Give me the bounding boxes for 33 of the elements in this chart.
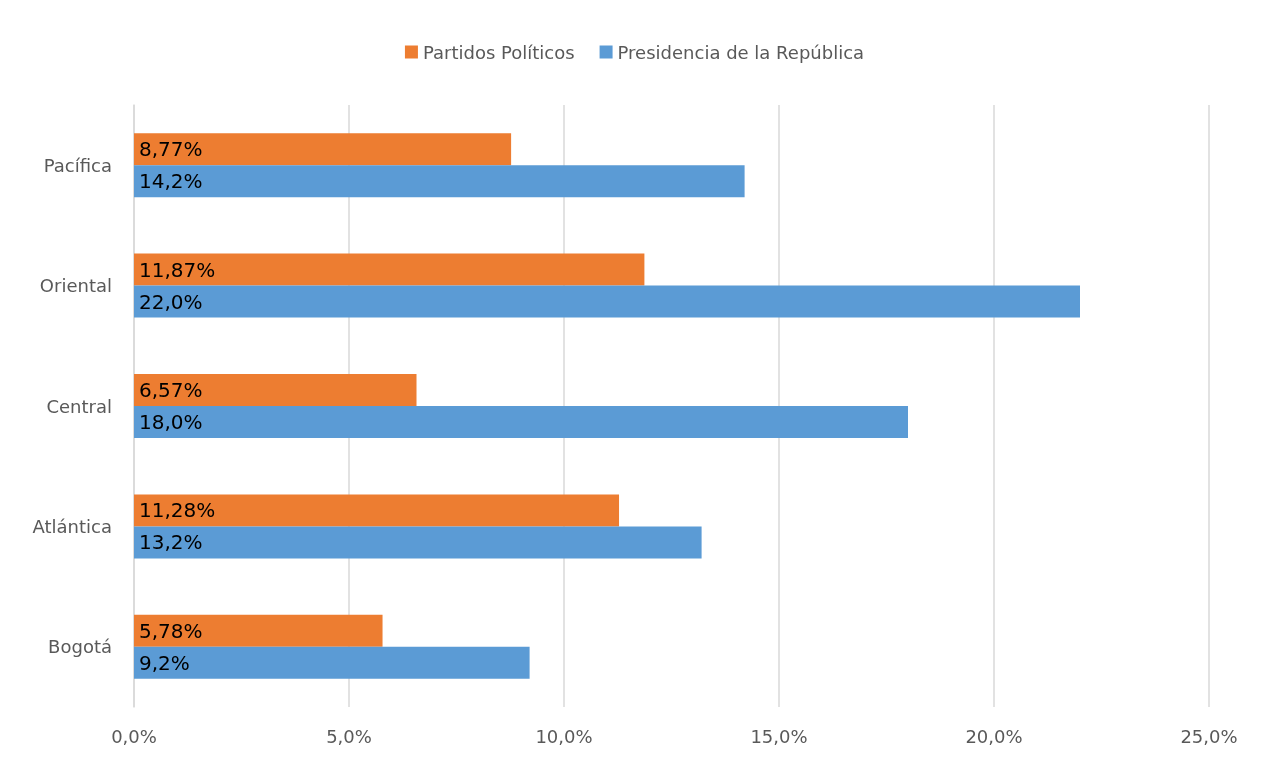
data-label: 11,28%	[139, 498, 216, 523]
data-label: 14,2%	[139, 169, 203, 194]
data-label: 22,0%	[139, 289, 203, 314]
data-label: 5,78%	[139, 618, 203, 643]
data-label: 8,77%	[139, 137, 203, 162]
x-tick-label: 10,0%	[535, 725, 593, 747]
y-tick-label: Atlántica	[32, 515, 112, 537]
data-label: 11,87%	[139, 257, 216, 282]
bar	[134, 374, 417, 406]
bar	[134, 165, 745, 198]
bar	[134, 494, 620, 527]
x-tick-label: 25,0%	[1180, 725, 1238, 747]
bar	[134, 133, 512, 166]
bar	[134, 646, 530, 679]
bar	[134, 253, 645, 286]
bar	[134, 614, 383, 647]
y-tick-label: Bogotá	[48, 636, 112, 658]
legend-label: Presidencia de la República	[617, 41, 865, 63]
data-label: 13,2%	[139, 530, 203, 555]
bar	[134, 285, 1080, 318]
data-label: 6,57%	[139, 378, 203, 402]
x-tick-label: 5,0%	[326, 725, 372, 747]
y-tick-label: Pacífica	[43, 154, 112, 176]
bar	[134, 526, 702, 559]
data-label: 9,2%	[139, 650, 190, 675]
x-tick-label: 0,0%	[111, 725, 157, 747]
bar	[134, 406, 908, 438]
y-tick-label: Oriental	[39, 275, 112, 297]
data-label: 18,0%	[139, 410, 203, 434]
x-tick-label: 20,0%	[965, 725, 1023, 747]
y-tick-label: Central	[46, 395, 112, 417]
legend-label: Partidos Políticos	[422, 41, 575, 63]
x-tick-label: 15,0%	[750, 725, 808, 747]
